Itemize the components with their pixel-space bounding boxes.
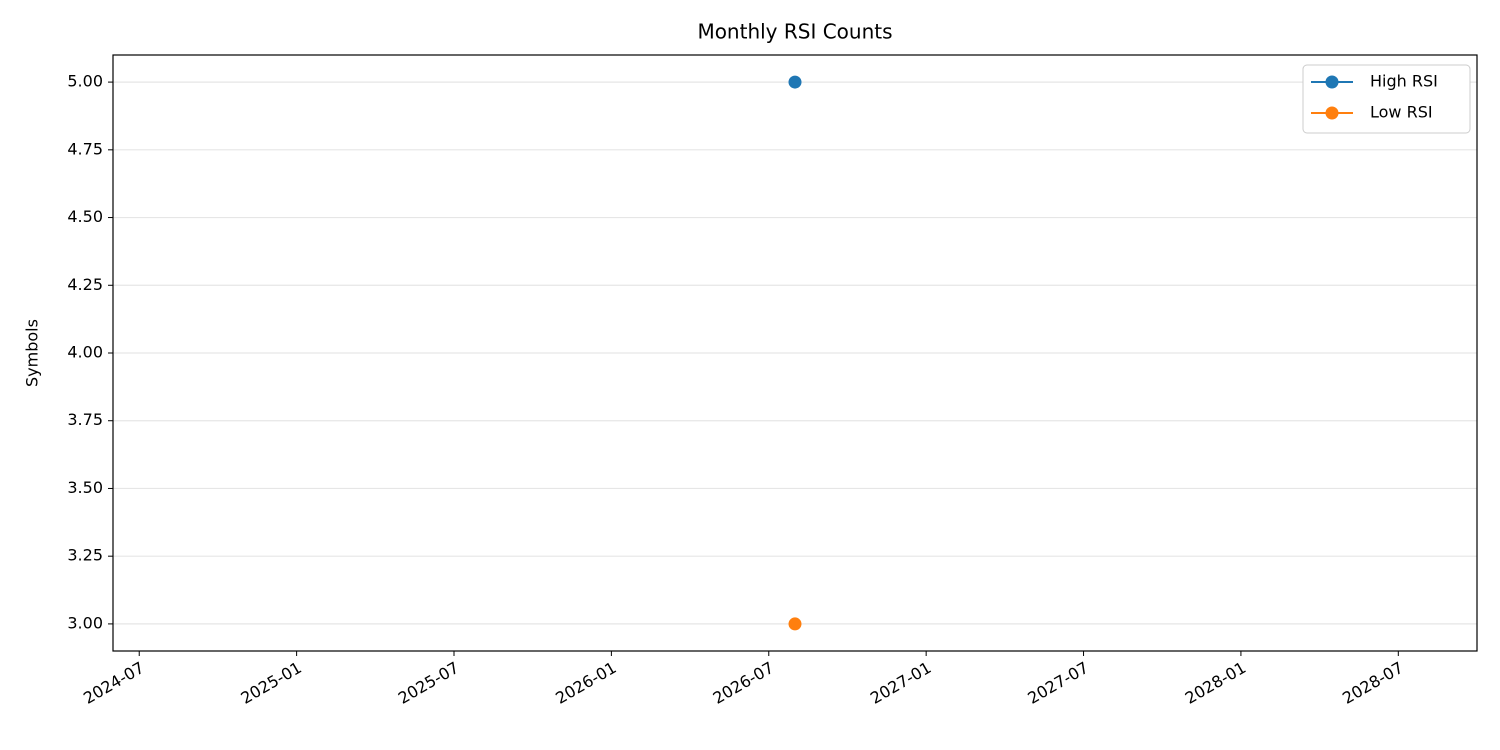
- legend-label: Low RSI: [1370, 103, 1433, 122]
- y-tick-label: 4.75: [67, 139, 103, 158]
- chart-title: Monthly RSI Counts: [697, 20, 892, 44]
- y-tick-label: 4.50: [67, 207, 103, 226]
- y-tick-label: 3.50: [67, 478, 103, 497]
- legend-marker: [1325, 75, 1339, 89]
- y-tick-label: 4.00: [67, 343, 103, 362]
- point: [788, 617, 802, 631]
- y-tick-label: 5.00: [67, 72, 103, 91]
- legend-label: High RSI: [1370, 72, 1438, 91]
- point: [788, 75, 802, 89]
- y-tick-label: 4.25: [67, 275, 103, 294]
- y-axis-label: Symbols: [23, 319, 42, 387]
- legend-marker: [1325, 106, 1339, 120]
- plot-frame: [112, 54, 1478, 652]
- y-tick-label: 3.75: [67, 410, 103, 429]
- y-tick-label: 3.25: [67, 546, 103, 565]
- y-tick-label: 3.00: [67, 613, 103, 632]
